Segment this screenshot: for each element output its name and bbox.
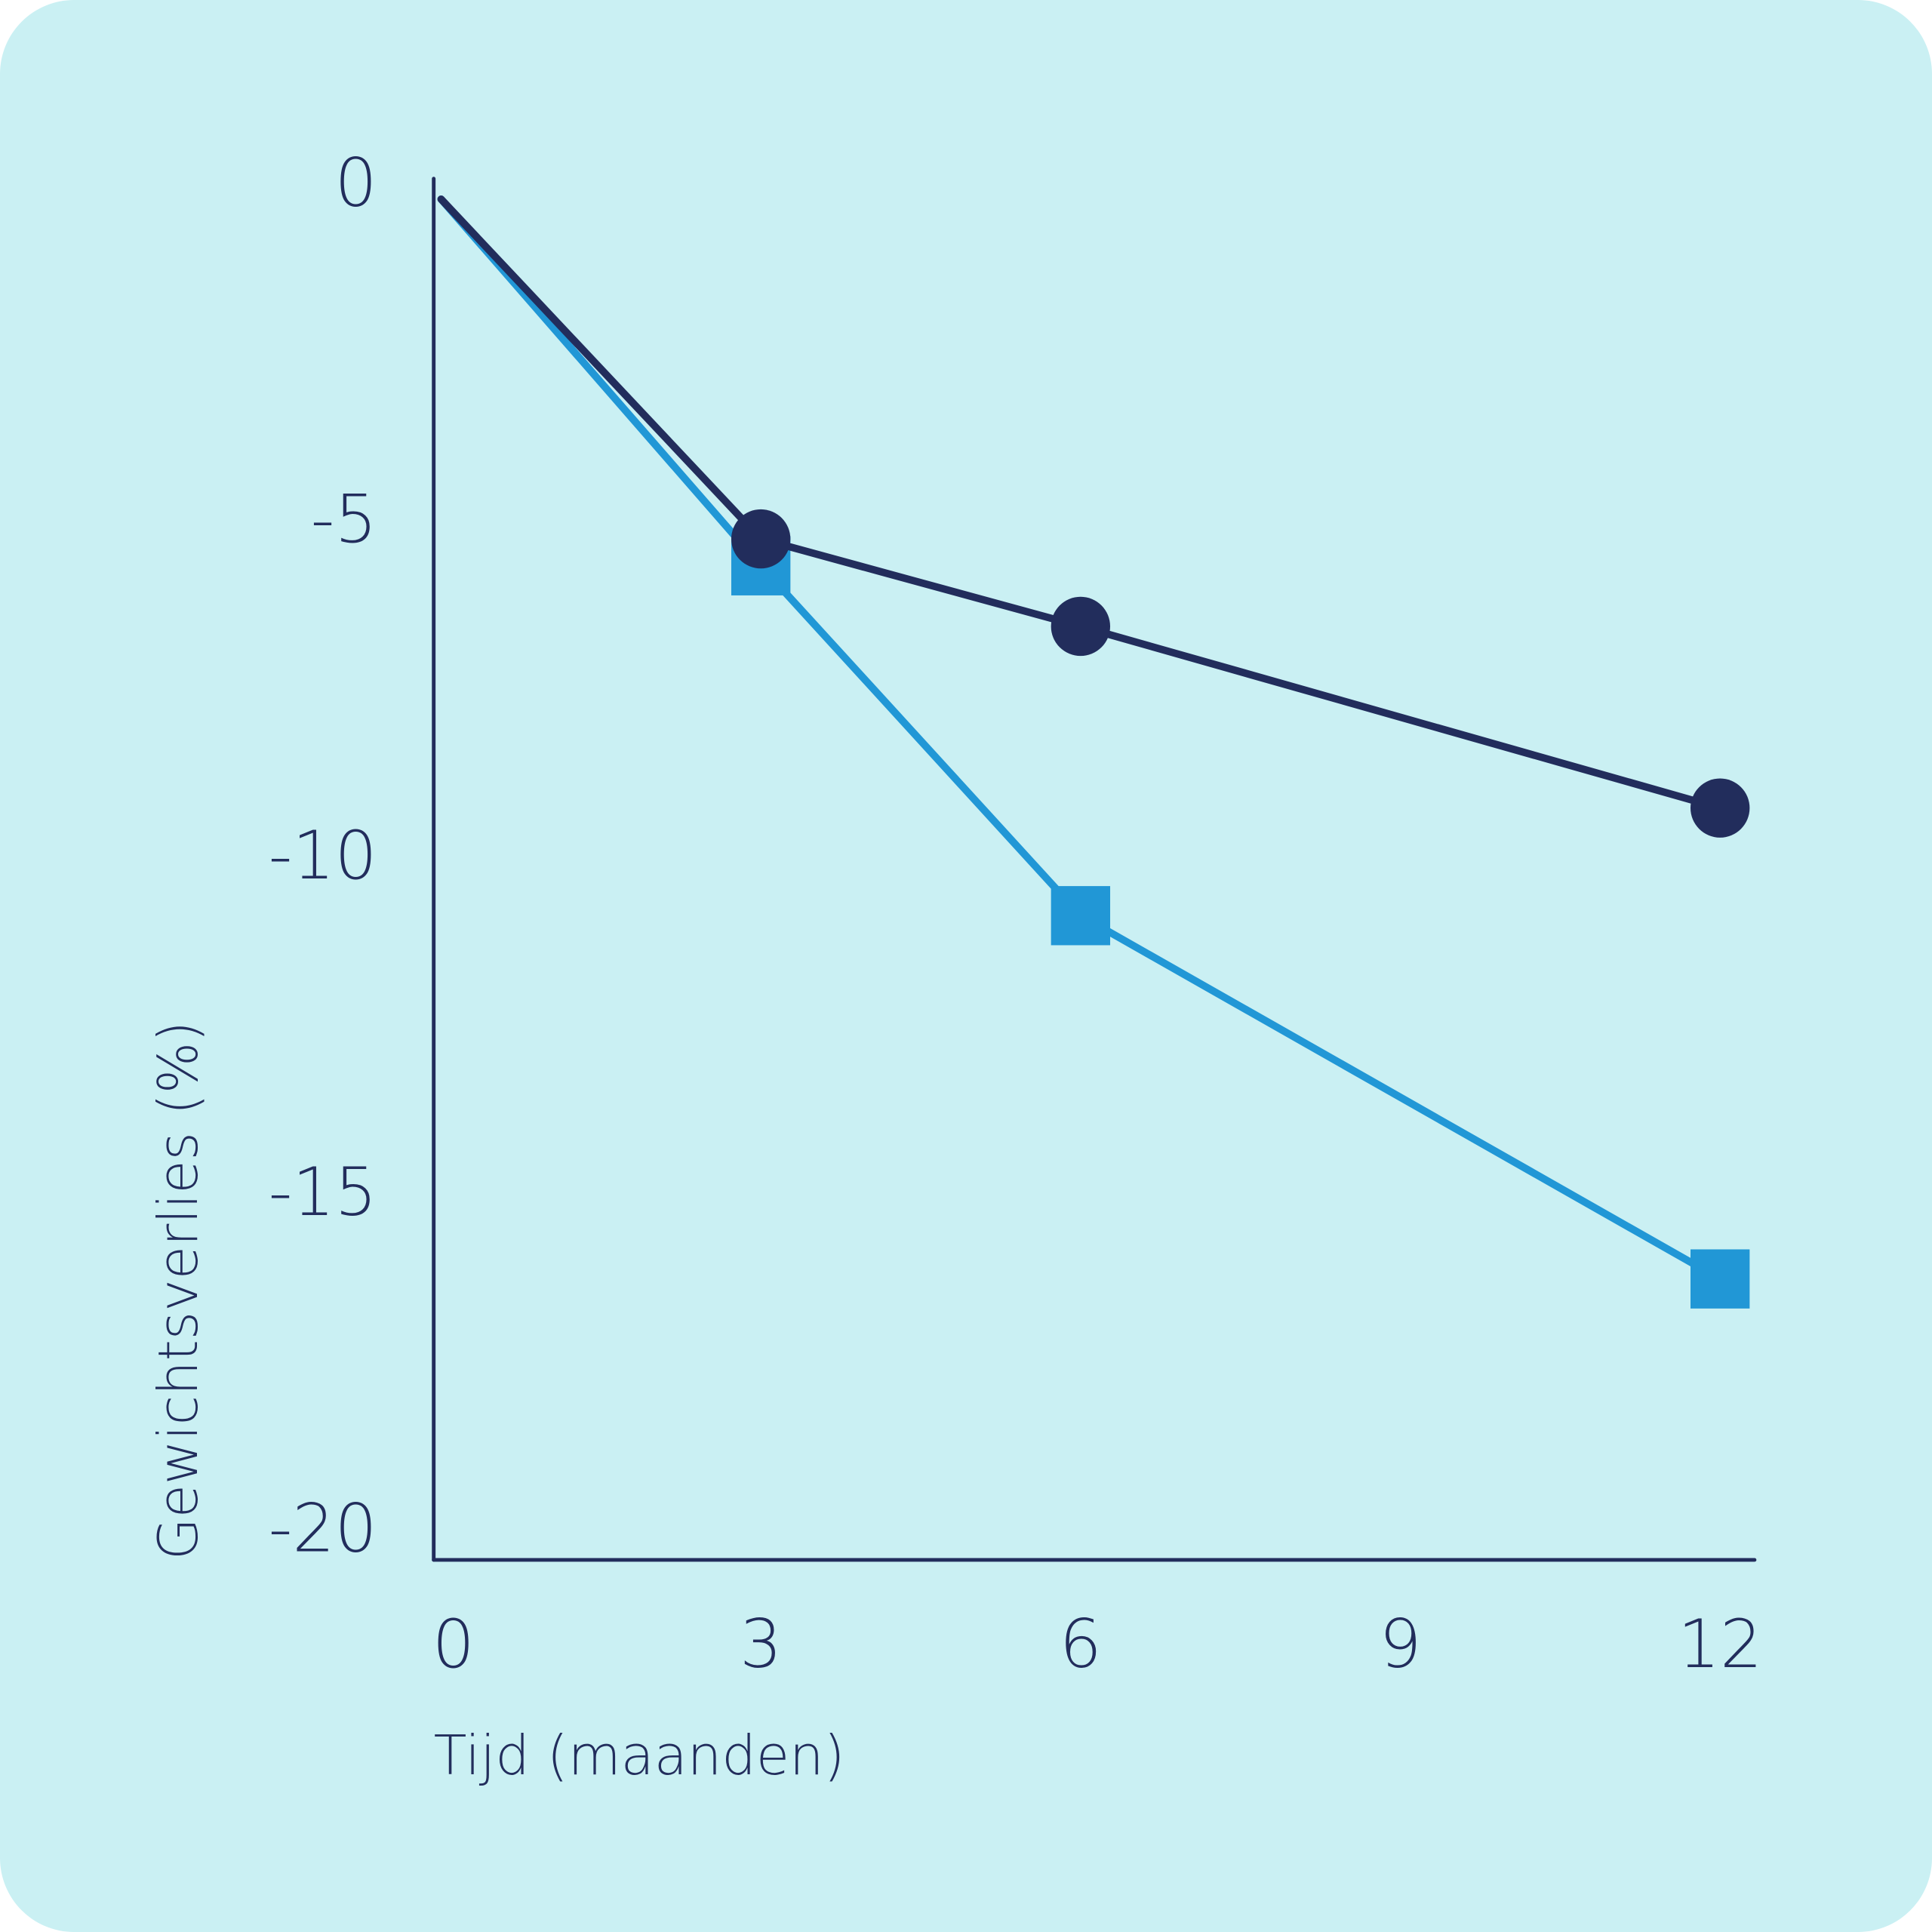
circle-marker [1051,596,1111,657]
y-tick-label: 0 [334,144,377,222]
x-tick-label: 9 [1379,1605,1421,1683]
x-axis-title: Tijd (maanden) [434,1724,845,1787]
square-marker [1051,886,1111,946]
blue-square-series-line [437,195,1724,1283]
x-tick-label: 0 [432,1605,475,1683]
circle-marker [1690,778,1750,838]
y-tick-label: -15 [269,1153,377,1231]
y-tick-label: -5 [311,480,377,558]
dark-circle-series-line [437,195,1724,812]
y-tick-label: -10 [269,817,377,894]
x-tick-label: 12 [1678,1605,1762,1683]
y-tick-label: -20 [269,1490,377,1567]
circle-marker [731,509,791,569]
y-axis-title: Gewichtsverlies (%) [146,1021,210,1560]
x-tick-label: 6 [1060,1605,1102,1683]
x-tick-label: 3 [740,1605,782,1683]
square-marker [1690,1249,1750,1309]
